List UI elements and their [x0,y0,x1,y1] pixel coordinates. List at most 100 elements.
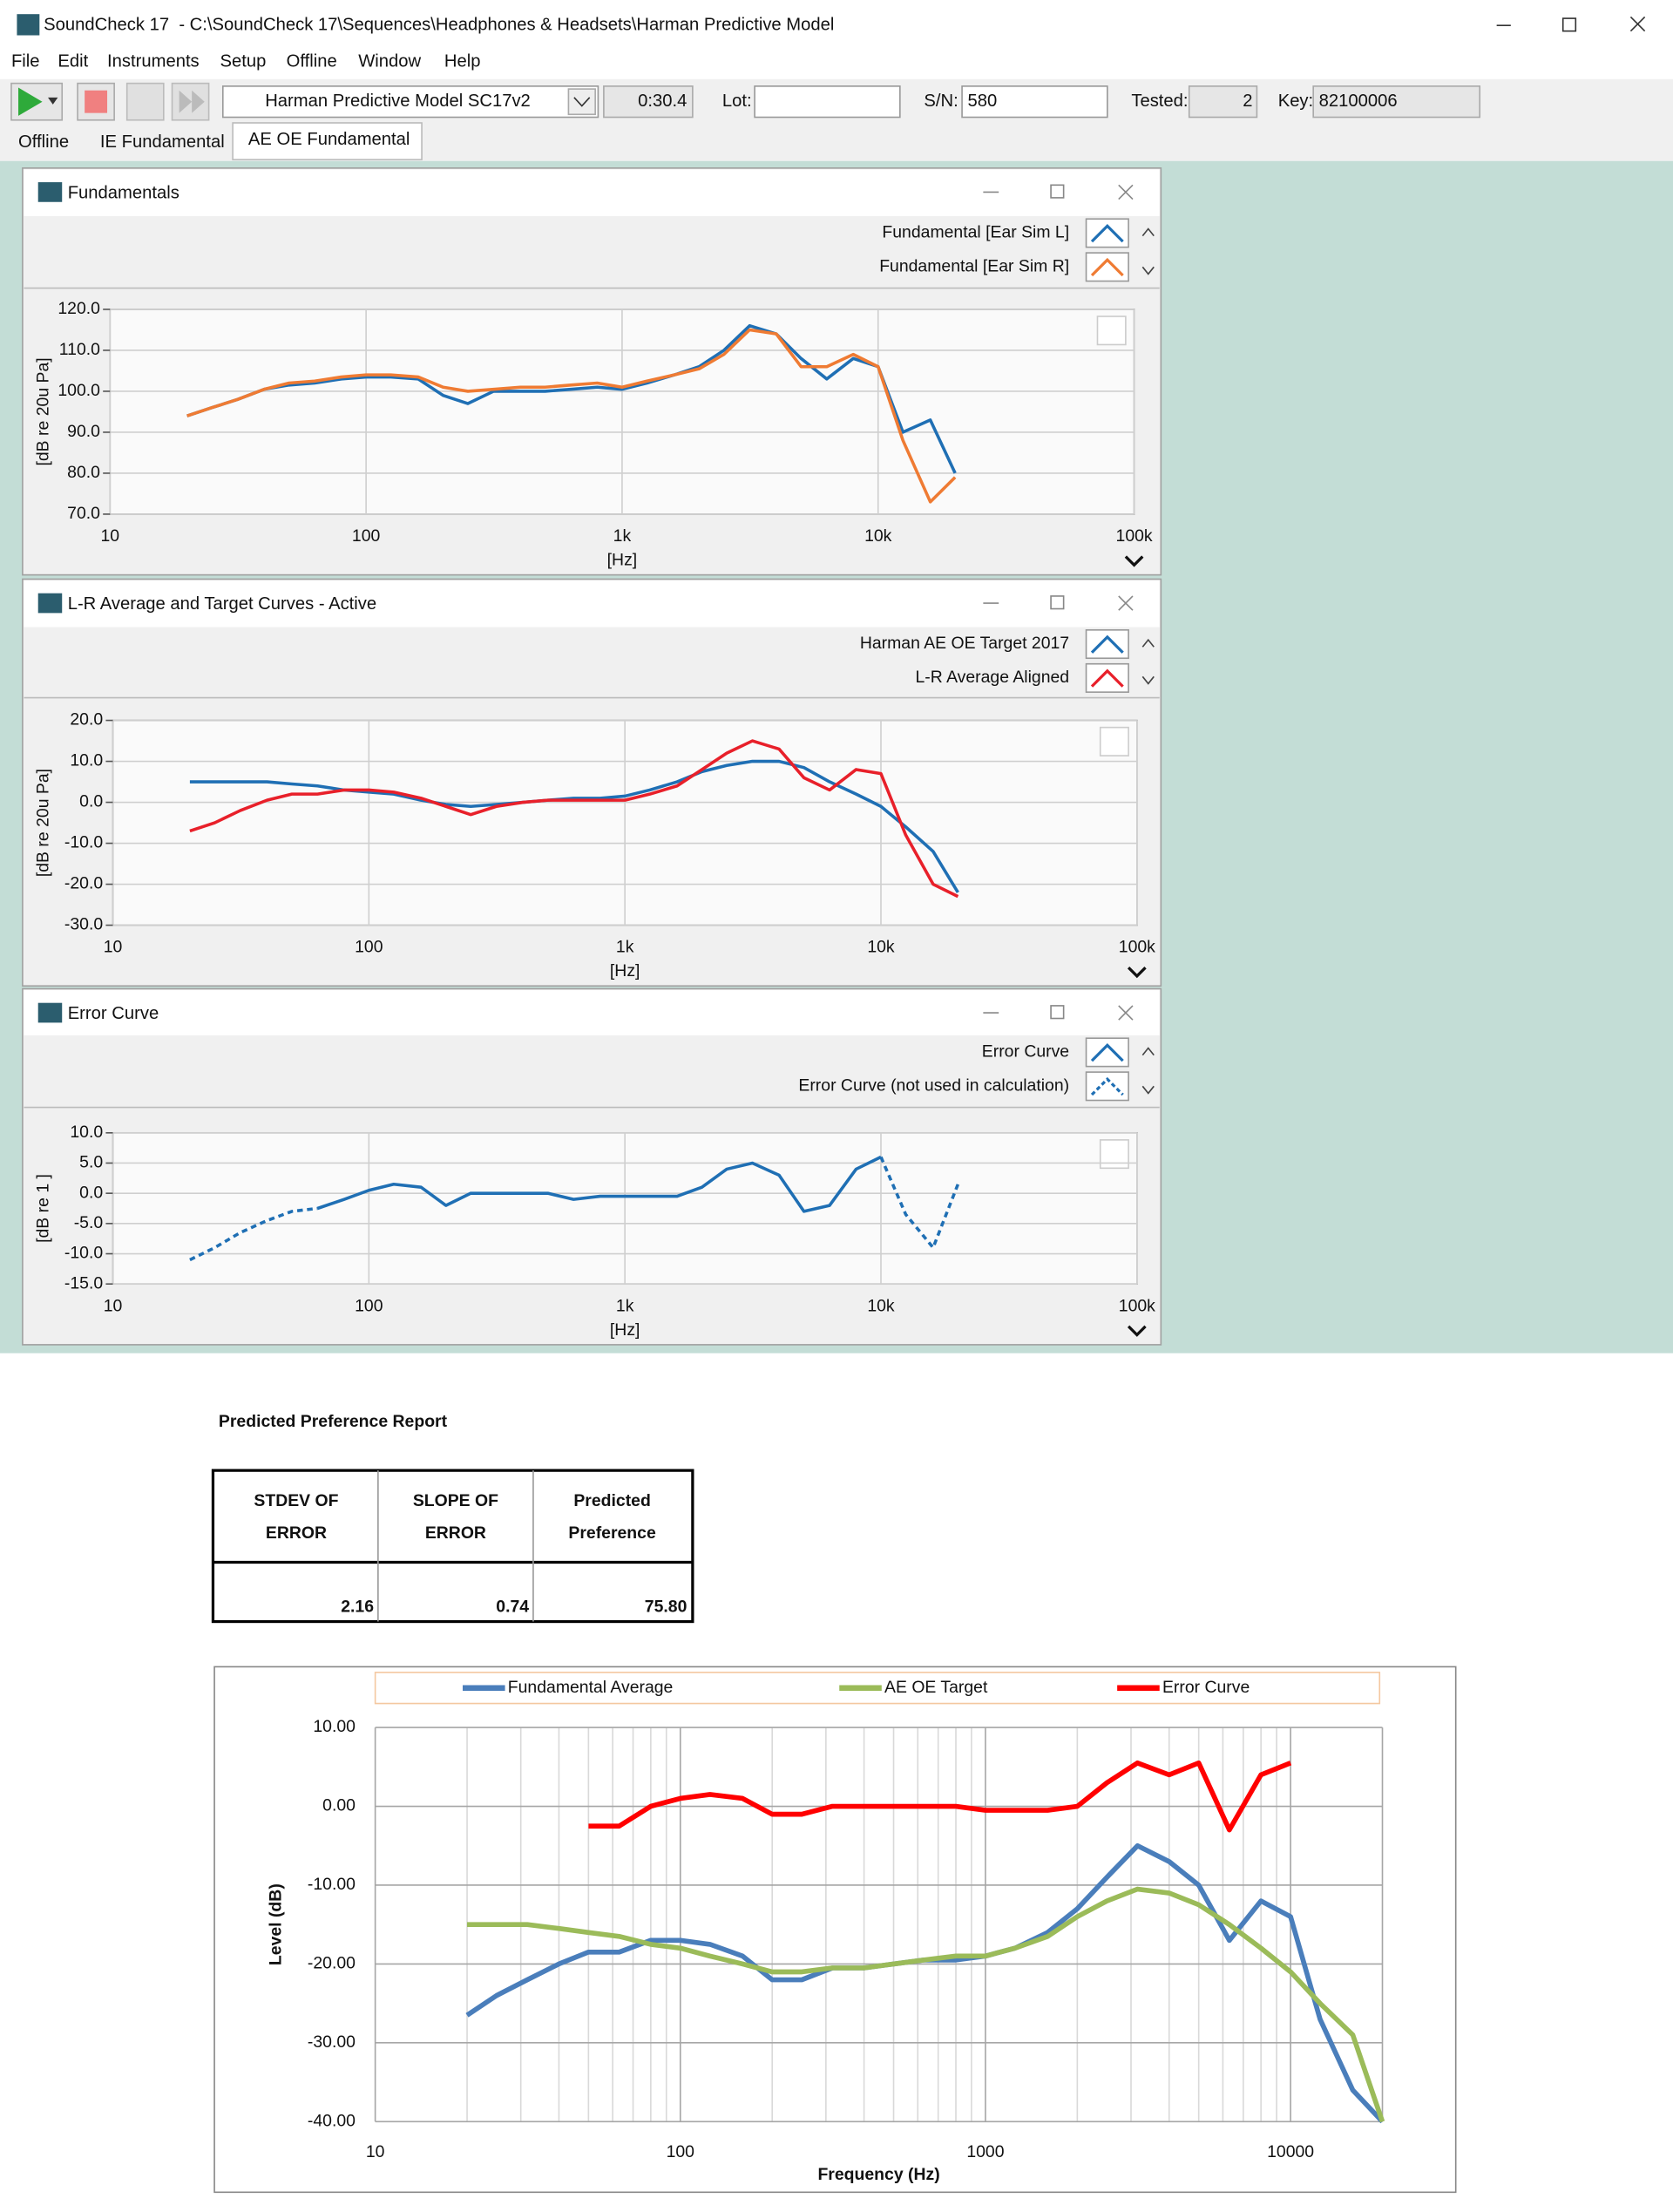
expand-chevron [1124,555,1144,567]
table-frame [211,1469,694,1624]
x-tick-label: 1k [616,938,634,957]
close-button[interactable] [1118,1005,1134,1021]
y-tick-label: 70.0 [67,504,100,523]
tab[interactable]: IE Fundamental [100,132,225,152]
x-tick-label: 10 [366,2142,385,2161]
y-tick-label: 0.0 [79,1183,103,1202]
maximize-button[interactable] [1050,595,1065,610]
menu-item[interactable]: Instruments [107,52,200,71]
legend-swatch-box [1085,629,1129,660]
tested-label: Tested: [1131,92,1188,111]
legend-swatch-box [1085,1071,1129,1102]
x-tick-label: 100k [1119,1296,1155,1315]
series-line [189,739,959,899]
scroll-down [1141,1085,1155,1095]
time-field [603,85,694,119]
x-axis-label: [Hz] [610,961,640,980]
y-tick-label: -10.0 [64,833,103,852]
tab[interactable]: AE OE Fundamental [248,130,410,149]
step-button[interactable] [125,82,165,121]
table-header: STDEV OF [254,1491,338,1510]
x-tick-label: 100 [355,938,383,957]
panel-icon [37,182,63,202]
legend-swatch [1090,224,1124,243]
series-line [189,1156,960,1262]
menu-item[interactable]: Offline [287,52,337,71]
y-tick-label: -30.00 [308,2032,356,2052]
maximize-button[interactable] [1561,17,1577,32]
legend-label: Fundamental [Ear Sim R] [879,256,1069,275]
lot-field[interactable] [754,85,901,119]
combo-arrow[interactable] [567,88,596,116]
x-tick-label: 10k [864,526,892,546]
y-tick-label: 100.0 [58,381,100,400]
menu-item[interactable]: Window [358,52,421,71]
y-axis-label: [dB re 1 ] [33,1174,52,1243]
panel-title-bar [24,580,1160,628]
active-tab[interactable] [232,122,423,160]
x-axis-label: [Hz] [607,551,638,570]
x-tick-label: 10 [104,938,123,957]
table-header: Preference [568,1523,656,1543]
y-tick-label: 90.0 [67,422,100,441]
y-tick-label: -20.00 [308,1954,356,1973]
table-cell: 75.80 [645,1597,687,1616]
legend-swatch-box [1085,218,1129,248]
sequence-combo[interactable] [221,85,599,119]
legend-swatch [1090,257,1124,277]
legend-label: Error Curve [1162,1678,1250,1697]
y-tick-label: 5.0 [79,1153,103,1172]
sn-value: 580 [968,92,998,111]
menu-bar: File Edit Instruments Setup Offline Wind… [11,52,481,71]
sn-field[interactable] [961,85,1108,119]
dropdown-icon [48,97,58,105]
y-tick-label: 0.00 [322,1796,356,1815]
legend-label: AE OE Target [884,1678,988,1697]
close-button[interactable] [1629,16,1646,32]
menu-item[interactable]: File [11,52,40,71]
x-tick-label: 1000 [966,2142,1004,2161]
maximize-button[interactable] [1050,1005,1065,1020]
key-label: Key: [1278,92,1313,111]
table-cell: 0.74 [496,1597,529,1616]
y-axis-label: [dB re 20u Pa] [33,357,52,465]
panel-title: Error Curve [68,1004,159,1023]
y-tick-label: 10.0 [70,751,103,770]
menu-item[interactable]: Help [444,52,481,71]
time-value: 0:30.4 [638,92,687,111]
x-tick-label: 100 [352,526,381,546]
legend-swatch [1090,634,1124,654]
instrument-panel: Error Curve Error Curve Error Curve (not u… [22,987,1162,1346]
y-tick-label: -15.0 [64,1273,103,1293]
app-icon [17,14,40,36]
x-tick-label: 100 [355,1296,383,1315]
maximize-button[interactable] [1050,184,1065,199]
chart-frame [213,1666,1457,2194]
x-tick-label: 100k [1116,526,1153,546]
menu-item[interactable]: Edit [58,52,88,71]
panel-title-bar [24,169,1160,216]
expand-chevron [1127,967,1147,979]
skip-icon [179,90,205,113]
y-tick-label: 10.00 [313,1717,356,1736]
legend-swatch [1090,1043,1124,1062]
legend-label: Fundamental [Ear Sim L] [882,223,1069,242]
play-icon [18,87,43,116]
tab[interactable]: Offline [18,132,69,152]
y-axis-label: Level (dB) [266,1883,285,1965]
close-button[interactable] [1118,595,1134,611]
panel-icon [37,593,63,614]
close-button[interactable] [1118,184,1134,200]
legend-label: L-R Average Aligned [915,668,1069,687]
table-header: Predicted [573,1491,650,1510]
scroll-down [1141,675,1155,685]
combo-arrow-icon [573,97,591,107]
instrument-panel: Fundamentals Fundamental [Ear Sim L] Funda… [22,167,1162,576]
menu-item[interactable]: Setup [220,52,267,71]
y-axis-label: [dB re 20u Pa] [33,769,52,877]
y-tick-label: -40.00 [308,2111,356,2130]
table-cell: 2.16 [341,1597,374,1616]
x-tick-label: 10 [104,1296,123,1315]
plot-icon [1099,1139,1129,1170]
table-header: SLOPE OF [413,1491,498,1510]
